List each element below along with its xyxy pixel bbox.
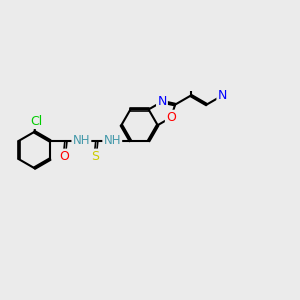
Text: S: S — [91, 150, 99, 163]
Text: N: N — [218, 89, 227, 102]
Text: NH: NH — [73, 134, 90, 147]
Text: Cl: Cl — [30, 115, 42, 128]
Text: N: N — [157, 95, 167, 108]
Text: NH: NH — [103, 134, 121, 147]
Text: O: O — [166, 111, 176, 124]
Text: O: O — [59, 150, 69, 163]
